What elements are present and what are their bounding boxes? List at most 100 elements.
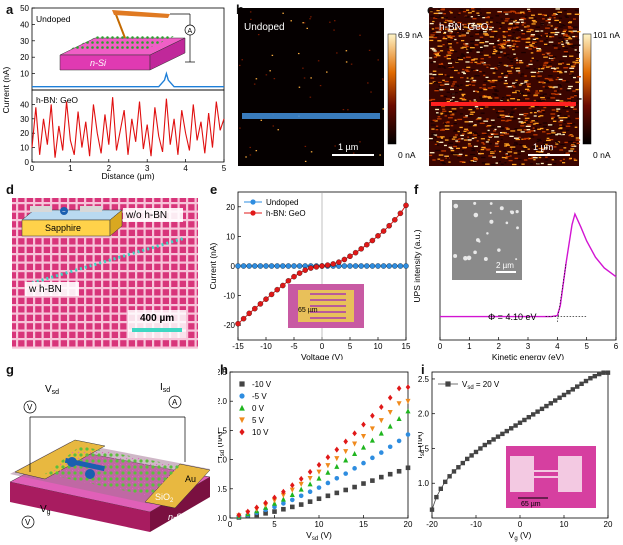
data-point-h [396, 401, 402, 407]
data-point-i [561, 392, 567, 398]
data-point-h [325, 454, 331, 461]
data-point-h [405, 384, 411, 391]
tick-label-e-y: 20 [226, 203, 235, 212]
data-point-i [487, 440, 492, 445]
boundary-line-d [31, 236, 186, 285]
tick-label-i-x: -20 [426, 520, 438, 529]
data-point-h [316, 469, 322, 475]
data-point-i [605, 370, 611, 375]
tick-label-a-bottom: 30 [20, 115, 29, 124]
data-point-h [387, 423, 393, 429]
data-point-h [343, 449, 349, 455]
data-point-h [334, 463, 340, 469]
data-point-i [478, 446, 483, 451]
data-point-h [361, 421, 366, 428]
data-point-i [469, 453, 474, 458]
tick-label-h-y: 2.5 [218, 368, 228, 377]
panel-d: − Sapphire w/o h-BN w h-BN 400 µm [12, 198, 198, 349]
ammeter-icon [184, 24, 196, 36]
data-point-h [360, 444, 367, 450]
scalebar-label-d: 400 µm [140, 313, 174, 324]
data-point-h [307, 489, 313, 495]
legend-label-i: Vsd = 20 V [462, 380, 500, 391]
data-point-h [334, 456, 340, 462]
data-point-h [298, 486, 304, 492]
data-point-i [451, 469, 457, 474]
tick-label-a-bottom: 10 [20, 144, 29, 153]
data-point-h [290, 497, 295, 503]
data-point-h [361, 481, 366, 486]
circle-v2-g: V [25, 518, 31, 527]
data-point-e [302, 267, 308, 273]
data-point-e [397, 263, 404, 269]
data-point-e [330, 261, 336, 267]
label-nsi-a: n-Si [90, 58, 107, 68]
data-point-h [281, 488, 286, 495]
data-point-e [257, 301, 264, 307]
data-point-i [583, 378, 589, 384]
data-point-h [379, 404, 384, 411]
legend-label-h: -10 V [252, 380, 272, 389]
data-point-i [513, 423, 518, 428]
data-point-h [272, 494, 277, 501]
data-point-i [465, 456, 470, 462]
tick-label-e-x: 10 [374, 342, 383, 351]
tick-label-e-x: 0 [320, 342, 325, 351]
tick-label-e-y: 10 [226, 232, 235, 241]
tick-label-i-y: 1.0 [418, 479, 430, 488]
data-point-h-legend [239, 404, 245, 411]
data-point-h-legend [239, 428, 245, 436]
legend-marker-e [250, 199, 256, 205]
tick-label-a-x: 1 [68, 164, 73, 173]
series-line-f [440, 211, 617, 318]
data-point-e [291, 273, 297, 280]
legend-label-h: -5 V [252, 392, 267, 401]
panel-letter-a: a [6, 2, 14, 17]
tick-label-i-x: -10 [470, 520, 482, 529]
data-point-h [298, 481, 304, 487]
tick-label-f-x: 2 [496, 342, 501, 351]
ylabel-a: Current (nA) [1, 66, 11, 113]
data-point-h [370, 455, 375, 461]
data-point-h [271, 498, 278, 504]
tick-label-h-x: 0 [228, 520, 233, 529]
sem-inset-f [452, 200, 522, 280]
cbar-min-b: 0 nA [398, 150, 416, 160]
data-point-i [592, 373, 597, 379]
data-point-i [531, 412, 536, 417]
data-point-i [570, 387, 575, 392]
ylabel-h: Isd (nA) [218, 431, 226, 458]
tick-label-f-x: 3 [526, 342, 531, 351]
tick-label-a-bottom: 0 [25, 158, 30, 167]
scalebar-label-f: 2 µm [496, 261, 514, 270]
data-point-i [548, 401, 553, 406]
data-point-e [392, 263, 398, 269]
data-point-h [343, 457, 349, 463]
data-point-h [387, 444, 393, 450]
panel-h: 0 5 10 15 20 0.0 0.5 1.0 1.5 2.0 2.5 -10 V -5 V 0 V 5 … [218, 368, 413, 542]
data-point-i [566, 389, 571, 395]
data-point-h [325, 469, 331, 475]
tick-label-h-x: 15 [359, 520, 368, 529]
tick-label-i-x: 20 [604, 520, 613, 529]
label-vg-g: Vg [40, 504, 51, 516]
data-point-e [392, 217, 398, 223]
data-point-h [387, 471, 393, 477]
data-point-e [240, 263, 247, 269]
data-point-e [285, 278, 292, 284]
data-point-h [360, 433, 367, 439]
data-point-h-legend [239, 381, 245, 387]
data-point-e [386, 222, 392, 229]
data-point-e [274, 286, 280, 293]
data-point-h [290, 482, 295, 489]
data-point-e [280, 263, 286, 269]
panel-letter-i: i [421, 362, 425, 377]
tick-label-a-x: 3 [145, 164, 150, 173]
data-point-e [268, 263, 275, 269]
panel-f: 0 1 2 3 4 5 6 UPS intensity (a.u.) Kinetic energ… [412, 191, 619, 360]
circle-v1-g: V [27, 403, 33, 412]
data-point-h [378, 430, 384, 436]
data-point-i [443, 479, 448, 485]
data-point-h [281, 501, 286, 506]
data-point-h [396, 415, 402, 422]
